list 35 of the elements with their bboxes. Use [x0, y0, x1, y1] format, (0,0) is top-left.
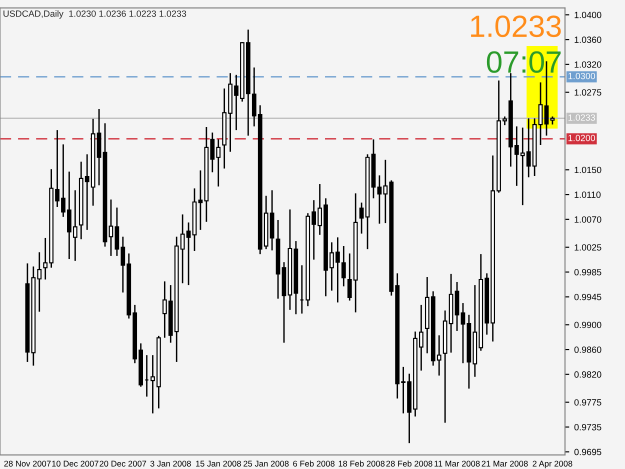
- y-tick-label: 0.9945: [574, 294, 602, 300]
- x-tick-label: 25 Jan 2008: [244, 460, 289, 467]
- x-tick-label: 28 Feb 2008: [386, 460, 432, 467]
- x-tick-label: 28 Nov 2007: [4, 460, 51, 467]
- candlestick: [454, 281, 460, 332]
- y-tick-label: 1.0070: [574, 216, 602, 223]
- x-tick-label: 6 Feb 2008: [293, 460, 335, 467]
- y-tick-label: 1.0150: [574, 166, 602, 174]
- y-tick-label: 1.0025: [574, 244, 602, 251]
- y-tick-label: 1.0320: [574, 61, 602, 68]
- x-tick-label: 21 Mar 2008: [482, 460, 528, 467]
- ref-line-label: 1.0300: [568, 72, 596, 80]
- y-tick-label: 1.0275: [574, 89, 602, 96]
- chart-title: USDCAD,Daily 1.0230 1.0236 1.0223 1.0233: [4, 10, 186, 19]
- ref-line-label: 1.0233: [568, 114, 596, 121]
- y-tick-label: 0.9860: [574, 346, 602, 353]
- ref-line-label: 1.0200: [568, 134, 596, 142]
- x-tick-label: 2 Apr 2008: [532, 460, 572, 468]
- y-tick-label: 1.0110: [574, 192, 601, 198]
- annotation: 1.0233: [471, 15, 561, 38]
- x-tick-label: 18 Feb 2008: [338, 460, 385, 467]
- y-tick-label: 1.0360: [574, 36, 602, 43]
- y-tick-label: 1.0400: [574, 12, 602, 18]
- y-tick-label: 0.9900: [574, 322, 602, 328]
- y-tick-label: 0.9695: [574, 448, 602, 456]
- x-tick-label: 20 Dec 2007: [100, 460, 146, 467]
- y-tick-label: 0.9775: [574, 399, 602, 406]
- x-tick-label: 15 Jan 2008: [196, 460, 241, 467]
- y-tick-label: 0.9985: [574, 269, 602, 276]
- candlestick: [359, 202, 364, 234]
- y-tick-label: 0.9735: [574, 424, 602, 430]
- x-tick-label: 3 Jan 2008: [150, 460, 191, 467]
- x-tick-label: 10 Dec 2007: [52, 460, 98, 467]
- y-tick-label: 0.9820: [574, 371, 602, 378]
- x-tick-label: 11 Mar 2008: [434, 460, 480, 467]
